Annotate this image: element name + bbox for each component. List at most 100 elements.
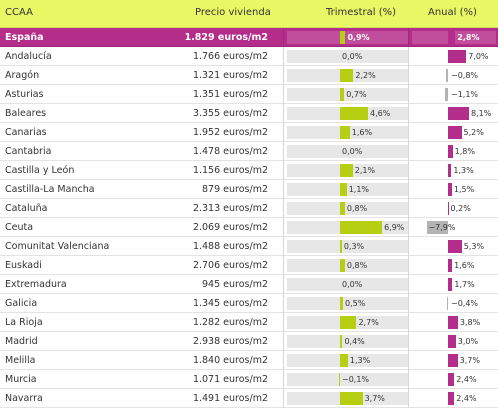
column-separator [408,275,409,294]
quarterly-label: 1,1% [348,185,370,194]
quarterly-track: 2,7% [287,316,408,329]
price-value: 1.351 euros/m2 [192,89,268,100]
table-row: Canarias 1.952 euros/m2 1,6% 5,2% [0,123,498,142]
annual-label: 0,2% [450,204,471,213]
annual-track: 3,7% [412,354,496,367]
region-name: Melilla [5,355,36,366]
column-separator [283,85,284,104]
annual-label: 7,0% [468,52,489,61]
quarterly-label: 2,7% [358,318,379,327]
quarterly-label: 0,0% [342,147,363,156]
annual-label: 5,3% [463,242,485,251]
price-value: 2.706 euros/m2 [192,260,268,271]
annual-track: 2,8% [412,31,496,44]
column-separator [283,218,284,237]
annual-label: 3,8% [459,318,481,327]
price-value: 1.321 euros/m2 [192,70,268,81]
quarterly-label: 0,8% [346,204,368,213]
column-separator [283,332,284,351]
price-value: 1.840 euros/m2 [192,355,268,366]
table-row: Cantabria 1.478 euros/m2 0,0% 1,8% [0,142,498,161]
column-separator [283,180,284,199]
quarterly-bar [340,202,345,215]
quarterly-label: 1,6% [351,128,373,137]
column-separator [408,199,409,218]
table-row: Asturias 1.351 euros/m2 0,7% −1,1% [0,85,498,104]
region-name: Canarias [5,127,47,138]
annual-label: 8,1% [471,109,492,118]
price-value: 1.071 euros/m2 [192,374,268,385]
column-separator [283,275,284,294]
quarterly-label: 6,9% [384,223,405,232]
region-name: Castilla-La Mancha [5,184,95,195]
quarterly-track: 1,1% [287,183,408,196]
column-separator [408,104,409,123]
table-row: Murcia 1.071 euros/m2 −0,1% 2,4% [0,370,498,389]
quarterly-bar [340,107,369,120]
annual-bar [448,259,453,272]
annual-bar [448,145,453,158]
column-separator [408,161,409,180]
annual-label: −7,9% [428,223,456,232]
quarterly-bar [340,259,345,272]
column-separator [283,351,284,370]
quarterly-bar [340,88,345,101]
quarterly-track: 0,3% [287,240,408,253]
table-row: Ceuta 2.069 euros/m2 6,9% −7,9% [0,218,498,237]
column-separator [283,370,284,389]
quarterly-label: 4,6% [370,109,391,118]
column-separator [408,237,409,256]
quarterly-bar [340,126,350,139]
annual-bar [448,50,467,63]
quarterly-bar [340,69,354,82]
annual-track: 1,6% [412,259,496,272]
annual-bar [448,202,449,215]
annual-bar [448,31,456,44]
quarterly-track: 0,7% [287,88,408,101]
region-name: Murcia [5,374,37,385]
column-separator [408,85,409,104]
annual-bar [448,240,462,253]
quarterly-track: 1,3% [287,354,408,367]
quarterly-track: 6,9% [287,221,408,234]
quarterly-bar [340,335,343,348]
table-header: CCAA Precio vivienda Trimestral (%) Anua… [0,0,498,28]
price-value: 1.156 euros/m2 [192,165,268,176]
region-name: España [5,32,44,43]
price-value: 1.829 euros/m2 [184,32,268,43]
region-name: Madrid [5,336,38,347]
annual-label: 3,0% [457,337,479,346]
quarterly-label: 2,1% [354,166,376,175]
region-name: La Rioja [5,317,43,328]
annual-track: 1,8% [412,145,496,158]
price-value: 2.069 euros/m2 [192,222,268,233]
price-value: 1.766 euros/m2 [192,51,268,62]
quarterly-track: 0,8% [287,259,408,272]
quarterly-track: 0,9% [287,31,408,44]
region-name: Cantabria [5,146,52,157]
table-row: Galicia 1.345 euros/m2 0,5% −0,4% [0,294,498,313]
annual-track: −0,4% [412,297,496,310]
quarterly-track: 2,1% [287,164,408,177]
price-value: 945 euros/m2 [202,279,268,290]
quarterly-label: 1,3% [349,356,371,365]
annual-label: 1,3% [453,166,474,175]
quarterly-bar [340,164,353,177]
annual-track: −0,8% [412,69,496,82]
quarterly-bar [339,373,340,386]
annual-bar [446,297,448,310]
annual-bar [448,183,452,196]
quarterly-track: −0,1% [287,373,408,386]
price-value: 1.491 euros/m2 [192,393,268,404]
column-separator [283,47,284,66]
quarterly-label: 0,0% [342,280,363,289]
column-separator [408,313,409,332]
price-value: 1.478 euros/m2 [192,146,268,157]
quarterly-track: 1,6% [287,126,408,139]
column-separator [283,237,284,256]
table-row: Cataluña 2.313 euros/m2 0,8% 0,2% [0,199,498,218]
table-row: Euskadi 2.706 euros/m2 0,8% 1,6% [0,256,498,275]
annual-track: 1,7% [412,278,496,291]
quarterly-track: 0,0% [287,278,408,291]
